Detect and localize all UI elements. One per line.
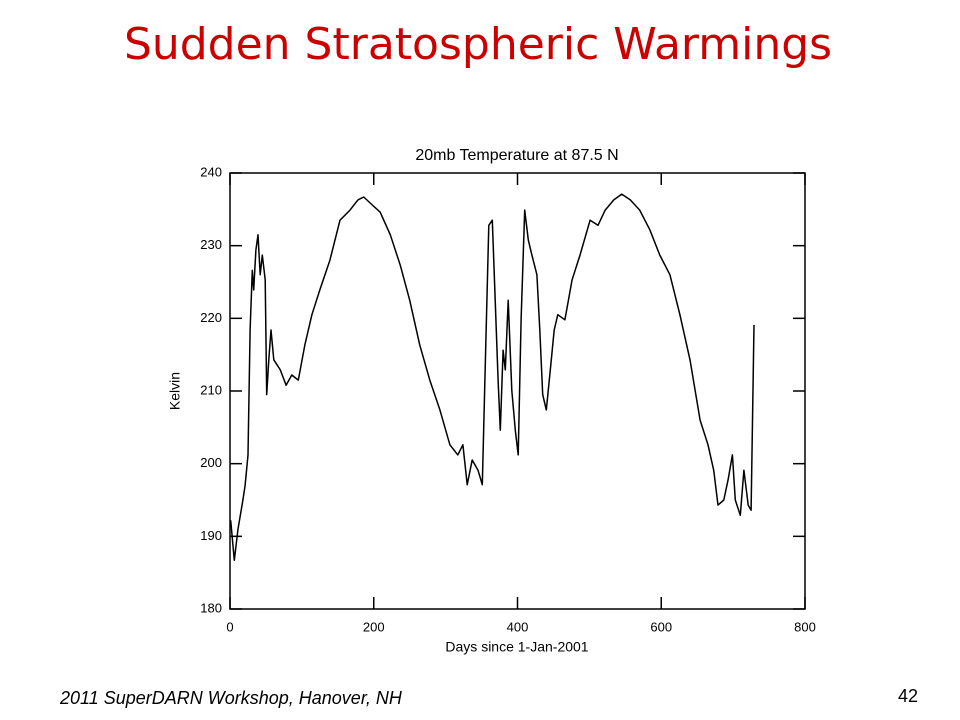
x-tick-label: 400 [507,619,529,634]
y-axis-label: Kelvin [167,372,183,410]
footer: 2011 SuperDARN Workshop, Hanover, NH [59,688,403,708]
x-tick-label: 600 [650,619,672,634]
y-tick-label: 180 [200,600,222,615]
slide-title: Sudden Stratospheric Warmings [124,19,832,70]
y-tick-label: 190 [200,528,222,543]
y-tick-label: 220 [200,310,222,325]
chart-title: 20mb Temperature at 87.5 N [415,147,618,164]
y-tick-label: 230 [200,237,222,252]
x-axis-label: Days since 1-Jan-2001 [445,639,588,655]
x-tick-label: 800 [794,619,816,634]
x-tick-label: 0 [226,619,233,634]
y-tick-label: 210 [200,382,222,397]
x-tick-label: 200 [363,619,385,634]
data-line [229,193,755,562]
y-tick-label: 240 [200,164,222,179]
y-tick-label: 200 [200,455,222,470]
page-number: 42 [898,686,918,706]
